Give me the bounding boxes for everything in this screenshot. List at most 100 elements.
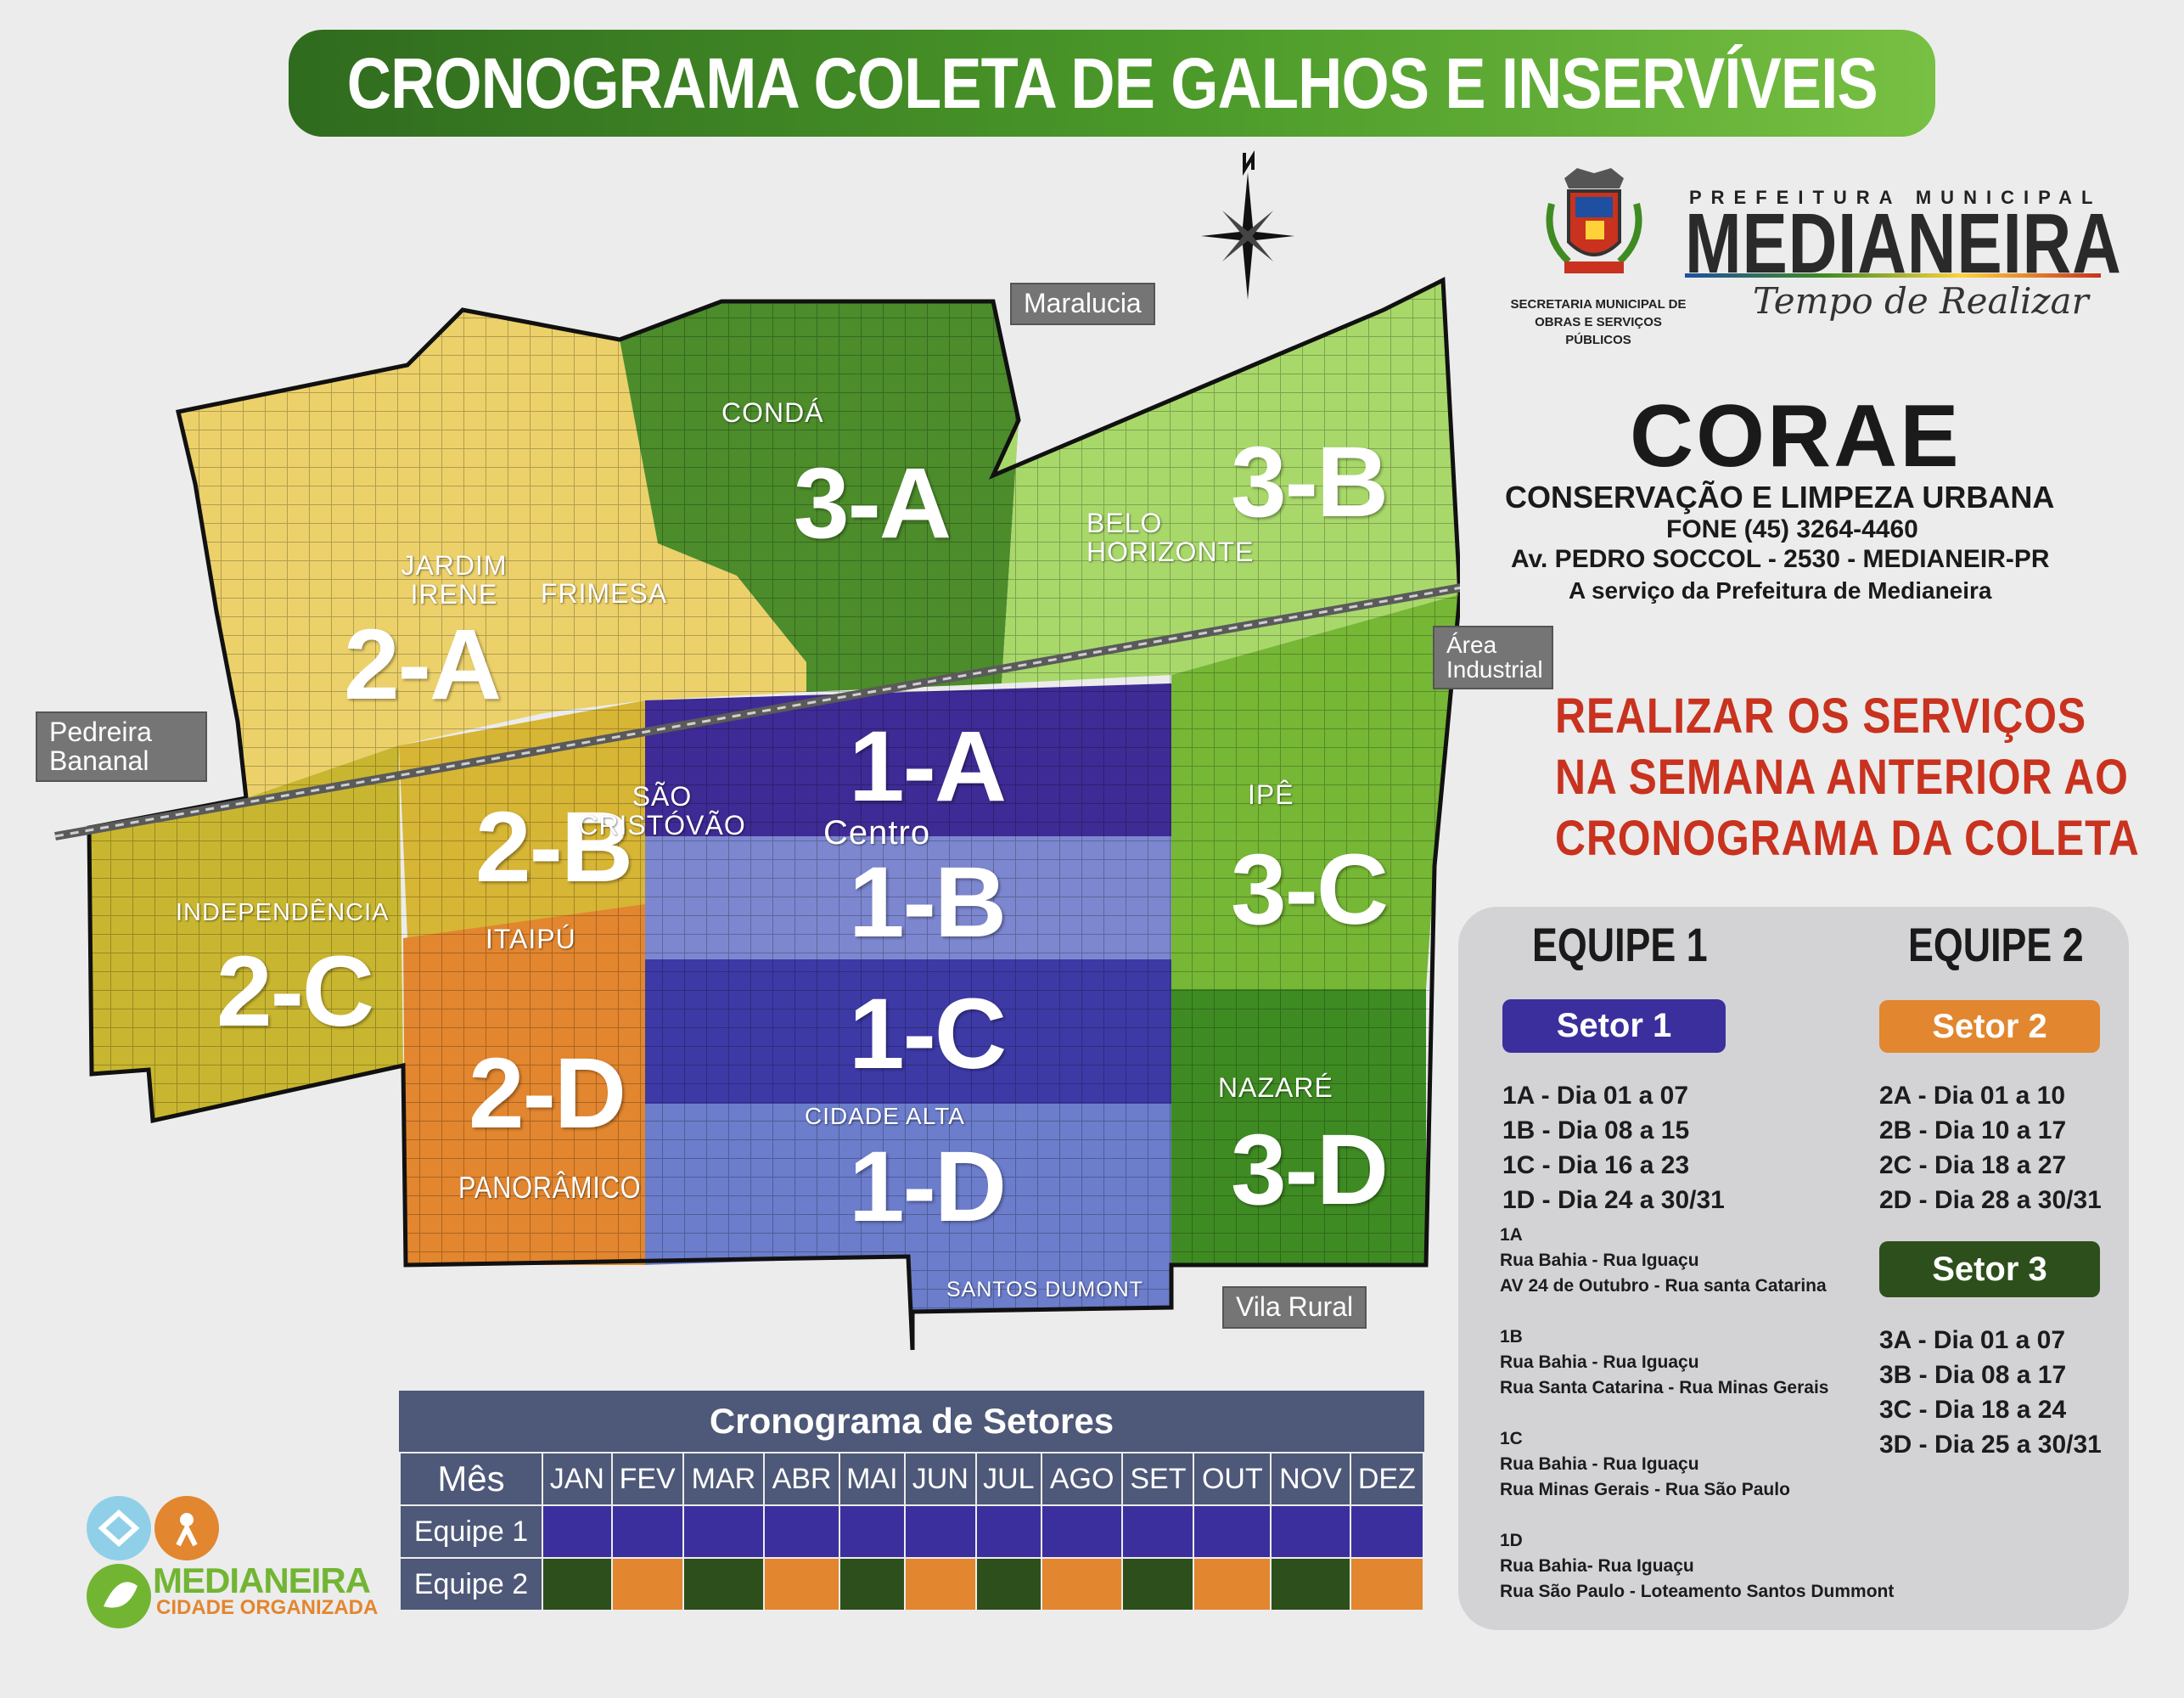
street-code: 1B xyxy=(1500,1327,1523,1347)
street-line: Rua Bahia - Rua Iguaçu xyxy=(1500,1352,1699,1372)
street-line: Rua Bahia - Rua Iguaçu xyxy=(1500,1251,1699,1270)
place-pedreira: Pedreira Bananal xyxy=(36,711,207,783)
zone-label-3b: 3-B xyxy=(1231,426,1389,538)
schedule-row-equipe1: Equipe 1 xyxy=(399,1504,1425,1559)
schedule-grid: Mês JAN FEV MAR ABR MAI JUN JUL AGO SET … xyxy=(399,1452,1425,1611)
schedule-cell-setor-1 xyxy=(542,1504,613,1559)
schedule-cell-setor-2 xyxy=(903,1557,977,1611)
equipe1-heading: EQUIPE 1 xyxy=(1532,918,1708,971)
setor1-days: 1A - Dia 01 a 07 1B - Dia 08 a 15 1C - D… xyxy=(1502,1078,1725,1217)
bairro-sao-cristovao: SÃO CRISTÓVÃO xyxy=(578,781,746,841)
schedule-cell-setor-1 xyxy=(903,1504,977,1559)
corae-service: A serviço da Prefeitura de Medianeira xyxy=(1569,577,1992,604)
secretaria-text: SECRETARIA MUNICIPAL DE OBRAS E SERVIÇOS… xyxy=(1510,297,1687,347)
coat-of-arms-icon xyxy=(1546,168,1642,273)
equipe2-heading: EQUIPE 2 xyxy=(1908,918,2084,971)
pref-main-text: MEDIANEIRA xyxy=(1685,196,2122,291)
bairro-independencia: INDEPENDÊNCIA xyxy=(176,899,390,926)
street-list: 1A Rua Bahia - Rua Iguaçu AV 24 de Outub… xyxy=(1500,1223,1894,1605)
month-cell: MAI xyxy=(838,1452,906,1506)
setor2-day-2a: 2A - Dia 01 a 10 xyxy=(1879,1082,2066,1110)
bairro-santos-dumont: SANTOS DUMONT xyxy=(946,1278,1143,1302)
setor2-day-2c: 2C - Dia 18 a 27 xyxy=(1879,1151,2067,1179)
bairro-centro: Centro xyxy=(823,814,931,852)
schedule-cell-setor-3 xyxy=(542,1557,613,1611)
bottom-logo-line1: MEDIANEIRA xyxy=(153,1560,371,1600)
schedule-row-equipe2: Equipe 2 xyxy=(399,1557,1425,1611)
street-line: AV 24 de Outubro - Rua santa Catarina xyxy=(1500,1276,1827,1296)
title-banner: CRONOGRAMA COLETA DE GALHOS E INSERVÍVEI… xyxy=(289,30,1935,137)
corae-phone: FONE (45) 3264-4460 xyxy=(1666,515,1918,543)
zone-label-2b: 2-B xyxy=(475,791,633,903)
zone-label-3a: 3-A xyxy=(794,447,952,559)
zone-label-1c: 1-C xyxy=(849,978,1007,1090)
setor1-day-1a: 1A - Dia 01 a 07 xyxy=(1502,1082,1689,1110)
schedule-month-row: Mês JAN FEV MAR ABR MAI JUN JUL AGO SET … xyxy=(399,1452,1425,1506)
schedule-cell-setor-2 xyxy=(610,1557,684,1611)
setor3-days: 3A - Dia 01 a 07 3B - Dia 08 a 17 3C - D… xyxy=(1879,1323,2102,1462)
street-line: Rua Minas Gerais - Rua São Paulo xyxy=(1500,1480,1790,1499)
street-group-1a: 1A Rua Bahia - Rua Iguaçu AV 24 de Outub… xyxy=(1500,1223,1894,1299)
month-cell: MAR xyxy=(682,1452,766,1506)
setor3-badge: Setor 3 xyxy=(1879,1241,2100,1297)
bairro-panoramico: PANORÂMICO xyxy=(458,1170,642,1205)
zone-label-1a: 1-A xyxy=(849,711,1007,823)
schedule-cell-setor-1 xyxy=(974,1504,1042,1559)
corae-address: Av. PEDRO SOCCOL - 2530 - MEDIANEIR-PR xyxy=(1511,545,2050,573)
notice-line-1: REALIZAR OS SERVIÇOS xyxy=(1555,689,2087,744)
street-line: Rua Santa Catarina - Rua Minas Gerais xyxy=(1500,1378,1829,1397)
place-vila-rural: Vila Rural xyxy=(1222,1286,1367,1329)
notice-line-3: CRONOGRAMA DA COLETA xyxy=(1555,811,2140,866)
pref-top-text: PREFEITURA MUNICIPAL xyxy=(1689,187,2103,208)
place-area-industrial: Área Industrial xyxy=(1433,626,1553,689)
setor2-badge: Setor 2 xyxy=(1879,1000,2100,1053)
pref-slogan: Tempo de Realizar xyxy=(1753,280,2089,322)
setor1-day-1b: 1B - Dia 08 a 15 xyxy=(1502,1116,1690,1144)
street-group-1d: 1D Rua Bahia- Rua Iguaçu Rua São Paulo -… xyxy=(1500,1528,1894,1605)
compass-rose-icon xyxy=(1201,150,1294,300)
bairro-jardim-irene: JARDIM IRENE xyxy=(401,550,508,610)
street-group-1b: 1B Rua Bahia - Rua Iguaçu Rua Santa Cata… xyxy=(1500,1324,1894,1401)
street-line: Rua São Paulo - Loteamento Santos Dummon… xyxy=(1500,1582,1895,1601)
street-code: 1C xyxy=(1500,1429,1523,1448)
schedule-cell-setor-3 xyxy=(838,1557,906,1611)
month-cell: DEZ xyxy=(1349,1452,1425,1506)
street-line: Rua Bahia - Rua Iguaçu xyxy=(1500,1454,1699,1474)
row-label-equipe2: Equipe 2 xyxy=(399,1557,543,1611)
month-cell: JUL xyxy=(974,1452,1042,1506)
bairro-frimesa: FRIMESA xyxy=(541,578,668,609)
schedule-cell-setor-3 xyxy=(682,1557,766,1611)
zone-label-2c: 2-C xyxy=(216,936,374,1048)
bairro-conda: CONDÁ xyxy=(721,397,824,428)
zone-label-1b: 1-B xyxy=(849,846,1007,959)
schedule-cell-setor-1 xyxy=(763,1504,840,1559)
bairro-ipe: IPÊ xyxy=(1248,779,1294,810)
row-label-equipe1: Equipe 1 xyxy=(399,1504,543,1559)
bairro-cidade-alta: CIDADE ALTA xyxy=(805,1103,965,1129)
setor3-day-3d: 3D - Dia 25 a 30/31 xyxy=(1879,1431,2102,1459)
month-cell: ABR xyxy=(763,1452,840,1506)
schedule-cell-setor-1 xyxy=(1121,1504,1195,1559)
setor2-day-2d: 2D - Dia 28 a 30/31 xyxy=(1879,1186,2102,1214)
corae-subtitle: CONSERVAÇÃO E LIMPEZA URBANA xyxy=(1505,480,2055,514)
bairro-belo-horizonte: BELO HORIZONTE xyxy=(1086,508,1255,567)
schedule-cell-setor-1 xyxy=(610,1504,684,1559)
schedule-title: Cronograma de Setores xyxy=(399,1391,1424,1452)
schedule-cell-setor-2 xyxy=(763,1557,840,1611)
setor1-badge: Setor 1 xyxy=(1502,999,1726,1053)
street-group-1c: 1C Rua Bahia - Rua Iguaçu Rua Minas Gera… xyxy=(1500,1426,1894,1503)
page-title: CRONOGRAMA COLETA DE GALHOS E INSERVÍVEI… xyxy=(346,42,1878,123)
schedule-cell-setor-2 xyxy=(1040,1557,1124,1611)
month-cell: JAN xyxy=(542,1452,613,1506)
setor2-day-2b: 2B - Dia 10 a 17 xyxy=(1879,1116,2067,1144)
schedule-cell-setor-3 xyxy=(1121,1557,1195,1611)
street-code: 1A xyxy=(1500,1225,1523,1245)
schedule-cell-setor-1 xyxy=(1040,1504,1124,1559)
zone-label-2d: 2-D xyxy=(469,1037,626,1150)
bottom-logo-line2: CIDADE ORGANIZADA xyxy=(156,1596,379,1619)
month-cell: FEV xyxy=(610,1452,684,1506)
month-cell: SET xyxy=(1121,1452,1195,1506)
zone-label-3d: 3-D xyxy=(1231,1114,1389,1226)
month-cell: OUT xyxy=(1193,1452,1272,1506)
bairro-nazare: NAZARÉ xyxy=(1218,1072,1333,1103)
